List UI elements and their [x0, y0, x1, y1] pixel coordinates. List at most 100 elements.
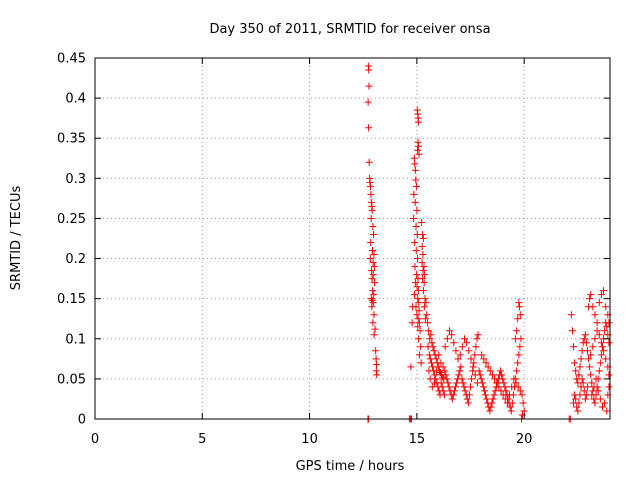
data-point — [471, 351, 479, 359]
data-point — [601, 327, 609, 335]
data-point — [415, 150, 423, 158]
data-point — [412, 182, 420, 190]
data-point — [417, 343, 425, 351]
data-point — [415, 307, 423, 315]
data-point — [430, 379, 438, 387]
data-point — [419, 235, 427, 242]
data-point — [365, 66, 373, 74]
data-point — [605, 339, 613, 347]
data-point — [493, 379, 501, 387]
data-point — [503, 399, 511, 407]
data-point — [420, 287, 428, 295]
data-point — [582, 339, 590, 347]
data-point — [445, 383, 453, 391]
data-point — [515, 351, 523, 359]
data-point — [414, 255, 422, 263]
data-point — [574, 379, 582, 387]
data-point — [460, 383, 468, 391]
data-point — [365, 158, 373, 166]
data-point — [421, 271, 429, 279]
data-points — [364, 62, 613, 423]
data-point — [443, 375, 451, 383]
y-tick-label: 0.25 — [57, 212, 86, 227]
data-point — [573, 375, 581, 383]
data-point — [368, 267, 376, 275]
data-point — [588, 391, 596, 399]
data-point — [575, 399, 583, 407]
data-point — [369, 222, 377, 230]
data-point — [513, 327, 521, 335]
data-point — [512, 379, 520, 387]
data-point — [463, 395, 471, 403]
data-point — [586, 295, 594, 303]
data-point — [420, 279, 428, 287]
data-point — [483, 395, 491, 403]
data-point — [486, 407, 494, 415]
data-point — [464, 399, 472, 407]
data-point — [595, 331, 603, 339]
data-point — [499, 391, 507, 399]
data-point — [445, 327, 453, 335]
data-point — [594, 387, 602, 395]
data-point — [576, 391, 584, 399]
chart-title: Day 350 of 2011, SRMTID for receiver ons… — [209, 22, 490, 37]
data-point — [518, 391, 526, 399]
data-point — [415, 335, 423, 343]
data-point — [411, 166, 419, 174]
x-tick-label: 10 — [301, 432, 318, 447]
data-point — [440, 391, 448, 399]
data-point — [482, 391, 490, 399]
data-point — [411, 160, 419, 168]
data-point — [484, 363, 492, 371]
data-point — [514, 315, 522, 323]
data-point — [480, 387, 488, 395]
data-point — [450, 387, 458, 395]
data-point — [590, 395, 598, 403]
data-point — [439, 363, 447, 371]
data-point — [500, 379, 508, 387]
data-point — [593, 319, 601, 327]
x-tick-label: 5 — [198, 432, 206, 447]
data-point — [441, 367, 449, 375]
data-point — [431, 371, 439, 379]
data-point — [413, 271, 421, 279]
data-point — [414, 146, 422, 154]
data-point — [490, 391, 498, 399]
data-point — [570, 343, 578, 351]
data-point — [498, 371, 506, 379]
x-tick-label: 15 — [409, 432, 426, 447]
data-point — [420, 263, 428, 271]
data-point — [426, 375, 434, 383]
data-point — [427, 331, 435, 339]
data-point — [470, 359, 478, 367]
data-point — [605, 383, 613, 391]
data-point — [419, 275, 427, 283]
y-tick-label: 0.2 — [65, 252, 86, 267]
data-point — [478, 351, 486, 359]
data-point — [596, 395, 604, 403]
data-point — [449, 391, 457, 399]
data-point — [418, 259, 426, 267]
data-point — [410, 214, 418, 222]
data-point — [501, 383, 509, 391]
data-point — [411, 263, 419, 271]
data-point — [508, 383, 516, 391]
data-point — [428, 339, 436, 347]
data-point — [515, 299, 523, 307]
data-point — [467, 355, 475, 363]
data-point — [473, 335, 481, 343]
data-point — [497, 367, 505, 375]
data-point — [580, 387, 588, 395]
data-point — [421, 315, 429, 323]
data-point — [568, 327, 576, 335]
data-point — [507, 407, 515, 415]
data-point — [488, 399, 496, 407]
data-point — [368, 275, 376, 283]
data-point — [575, 371, 583, 379]
data-point — [412, 303, 420, 311]
data-point — [506, 403, 514, 411]
data-point — [415, 351, 423, 359]
data-point — [370, 263, 378, 271]
data-point — [369, 319, 377, 327]
data-point — [366, 255, 374, 263]
